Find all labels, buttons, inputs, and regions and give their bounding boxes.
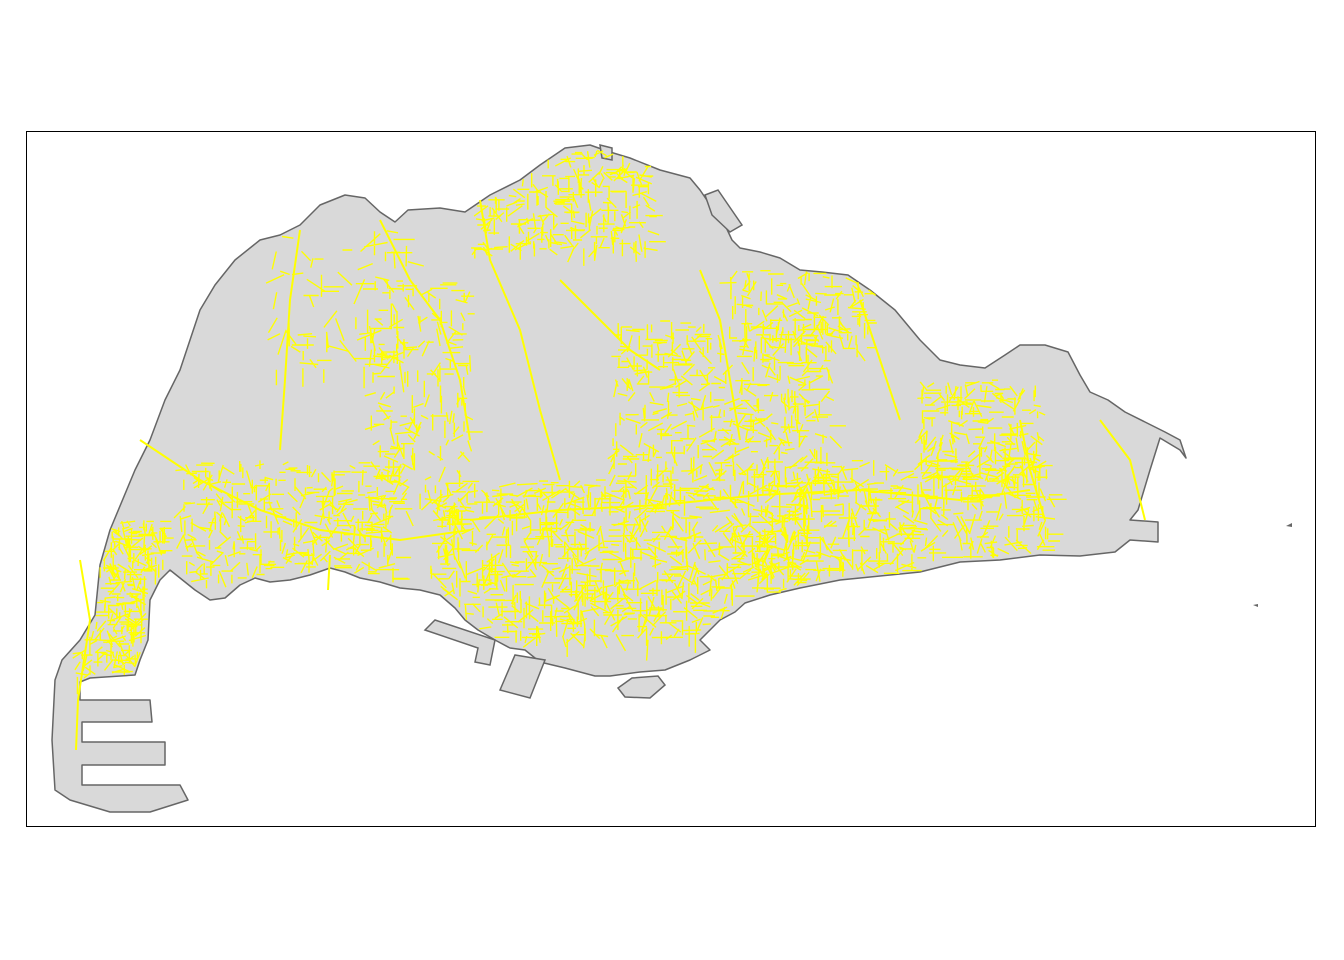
road-network <box>72 149 1146 751</box>
major-road-8 <box>559 279 661 371</box>
major-road-10 <box>327 554 331 591</box>
pier-left <box>423 619 496 666</box>
major-road-12 <box>1019 419 1046 521</box>
islet-south <box>616 675 667 699</box>
major-road-1 <box>279 229 301 451</box>
major-road-5 <box>469 488 1031 521</box>
major-road-2 <box>379 219 471 441</box>
major-road-7 <box>699 269 741 441</box>
major-road-11 <box>859 299 901 421</box>
major-road-4 <box>139 439 471 542</box>
pier-right <box>498 654 547 699</box>
islet-east-2 <box>1253 604 1258 607</box>
islet-ne-1 <box>704 189 744 233</box>
local-roads <box>72 149 1067 695</box>
major-road-9 <box>75 559 92 751</box>
major-road-3 <box>479 199 561 481</box>
major-road-6 <box>1099 419 1146 521</box>
islet-east-1 <box>1286 523 1292 527</box>
